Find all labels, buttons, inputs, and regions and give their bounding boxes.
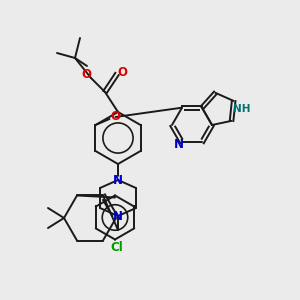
Text: N: N xyxy=(174,138,184,151)
Text: N: N xyxy=(113,173,123,187)
Text: Cl: Cl xyxy=(111,241,123,254)
Text: O: O xyxy=(110,110,121,124)
Text: N: N xyxy=(113,209,123,223)
Text: O: O xyxy=(117,67,127,80)
Text: O: O xyxy=(81,68,91,82)
Text: NH: NH xyxy=(233,104,250,114)
